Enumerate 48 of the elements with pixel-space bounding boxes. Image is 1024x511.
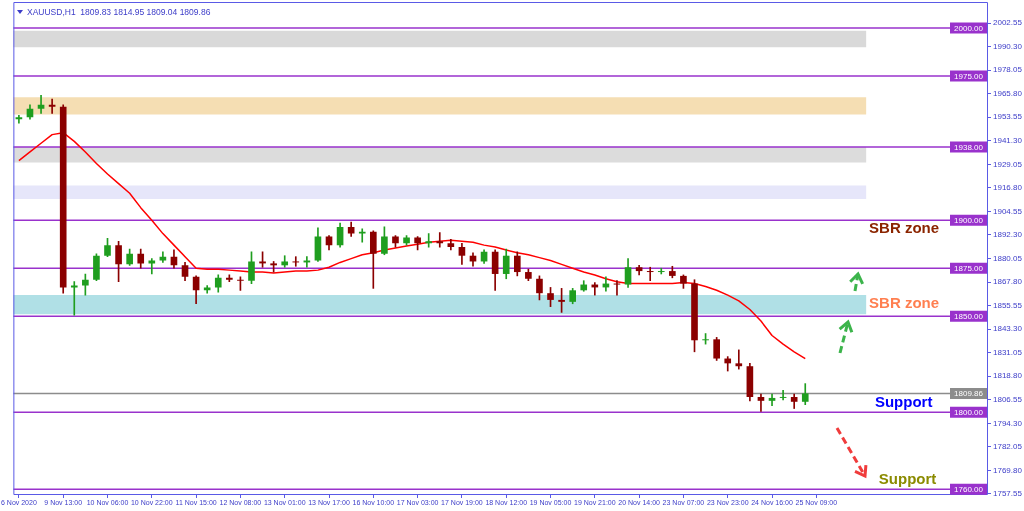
ref-line-label: 1938.00 bbox=[954, 142, 984, 152]
candlestick bbox=[70, 281, 78, 316]
candlestick bbox=[37, 94, 45, 114]
y-tick-label: 1794.30 bbox=[993, 418, 1023, 428]
text: XAUUSD,H1 1809.83 1814.95 1809.04 1809.86 bbox=[27, 7, 211, 17]
ref-line-label: 1900.00 bbox=[954, 215, 984, 225]
candlestick bbox=[657, 267, 665, 275]
y-tick-label: 1929.05 bbox=[993, 159, 1023, 169]
y-tick-label: 1904.55 bbox=[993, 206, 1023, 216]
y-tick-label: 1916.80 bbox=[993, 183, 1023, 193]
ref-line-label: 2000.00 bbox=[954, 23, 984, 33]
candlestick bbox=[358, 228, 366, 243]
text: Support bbox=[878, 470, 937, 488]
candlestick bbox=[48, 98, 56, 114]
candlestick bbox=[757, 393, 765, 412]
y-tick-label: 2002.55 bbox=[993, 18, 1023, 28]
text: SBR zone bbox=[869, 294, 940, 312]
ref-line-label: 1760.00 bbox=[954, 484, 984, 494]
text: SBR zone bbox=[869, 218, 940, 236]
ref-line-label: 1809.86 bbox=[954, 389, 984, 399]
text: Support bbox=[874, 392, 933, 410]
ref-line-label: 1875.00 bbox=[954, 263, 984, 273]
candlestick bbox=[425, 233, 433, 248]
candlestick bbox=[646, 266, 654, 282]
y-tick-label: 1965.80 bbox=[993, 88, 1023, 98]
ref-line-label: 1850.00 bbox=[954, 311, 984, 321]
candlestick bbox=[281, 255, 289, 268]
y-tick-label: 1818.80 bbox=[993, 371, 1023, 381]
ref-line-label: 1975.00 bbox=[954, 71, 984, 81]
candlestick bbox=[768, 393, 776, 406]
y-tick-label: 1769.80 bbox=[993, 465, 1023, 475]
y-tick-label: 1941.30 bbox=[993, 135, 1023, 145]
y-tick-label: 1892.30 bbox=[993, 230, 1023, 240]
y-tick-label: 1843.30 bbox=[993, 324, 1023, 334]
candlestick bbox=[436, 232, 444, 248]
y-tick-label: 1855.55 bbox=[993, 300, 1023, 310]
y-tick-label: 1953.55 bbox=[993, 112, 1023, 122]
y-tick-label: 1806.55 bbox=[993, 394, 1023, 404]
y-tick-label: 1867.80 bbox=[993, 277, 1023, 287]
candlestick bbox=[735, 349, 743, 370]
y-tick-label: 1831.05 bbox=[993, 347, 1023, 357]
y-tick-label: 1990.30 bbox=[993, 41, 1023, 51]
y-tick-label: 1978.05 bbox=[993, 65, 1023, 75]
ref-line-label: 1800.00 bbox=[954, 408, 984, 418]
y-tick-label: 1757.55 bbox=[993, 489, 1023, 499]
y-tick-label: 1880.05 bbox=[993, 253, 1023, 263]
candlestick bbox=[292, 256, 300, 267]
y-tick-label: 1782.05 bbox=[993, 442, 1023, 452]
